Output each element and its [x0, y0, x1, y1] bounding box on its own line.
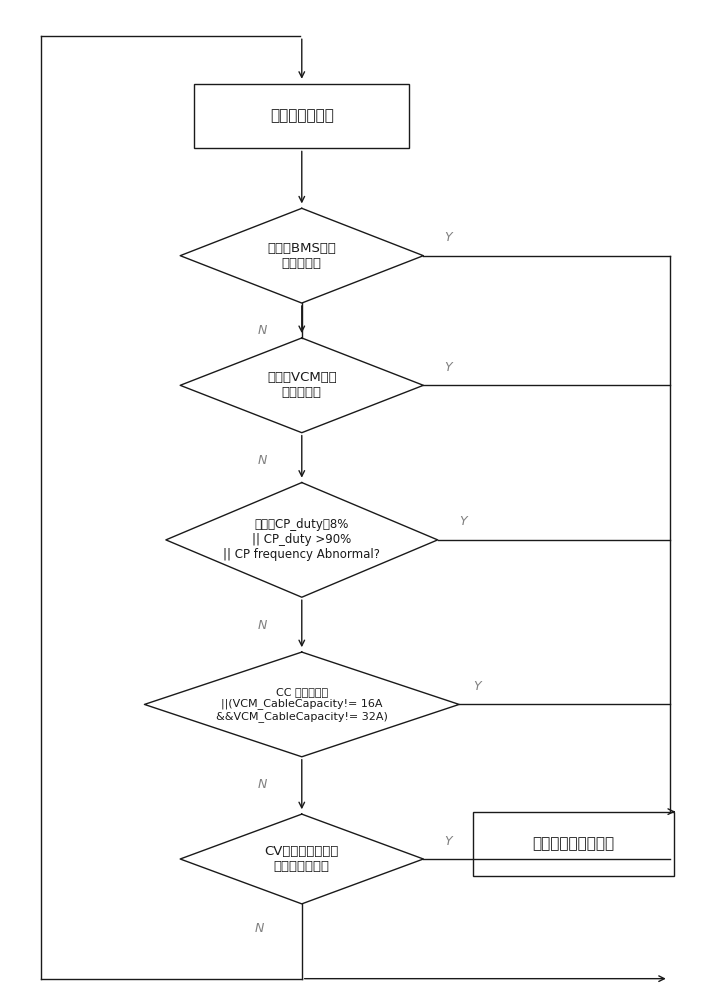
- Text: 充电机高压输出: 充电机高压输出: [270, 109, 334, 124]
- Bar: [195, 84, 409, 148]
- Text: Y: Y: [444, 231, 452, 244]
- Text: 检测到CP_duty＜8%
|| CP_duty >90%
|| CP frequency Abnormal?: 检测到CP_duty＜8% || CP_duty >90% || CP freq…: [223, 518, 381, 561]
- Text: Y: Y: [444, 835, 452, 848]
- Text: CV小电流指令大于
实际输出电流？: CV小电流指令大于 实际输出电流？: [265, 845, 339, 873]
- Text: CC 没有连接？
||(VCM_CableCapacity!= 16A
&&VCM_CableCapacity!= 32A): CC 没有连接？ ||(VCM_CableCapacity!= 16A &&VC…: [216, 687, 388, 722]
- Text: 充电机关闭高压输出: 充电机关闭高压输出: [533, 837, 615, 852]
- Text: N: N: [258, 454, 267, 467]
- Text: N: N: [258, 778, 267, 791]
- Text: Y: Y: [459, 515, 467, 528]
- Text: N: N: [254, 922, 264, 935]
- Text: Y: Y: [444, 361, 452, 374]
- Text: Y: Y: [473, 680, 481, 693]
- Text: 接收到VCM停止
充电指令？: 接收到VCM停止 充电指令？: [267, 371, 337, 399]
- Bar: [473, 812, 673, 876]
- Text: N: N: [258, 324, 267, 337]
- Text: N: N: [258, 619, 267, 632]
- Text: 接收到BMS停止
充电指令？: 接收到BMS停止 充电指令？: [267, 242, 336, 270]
